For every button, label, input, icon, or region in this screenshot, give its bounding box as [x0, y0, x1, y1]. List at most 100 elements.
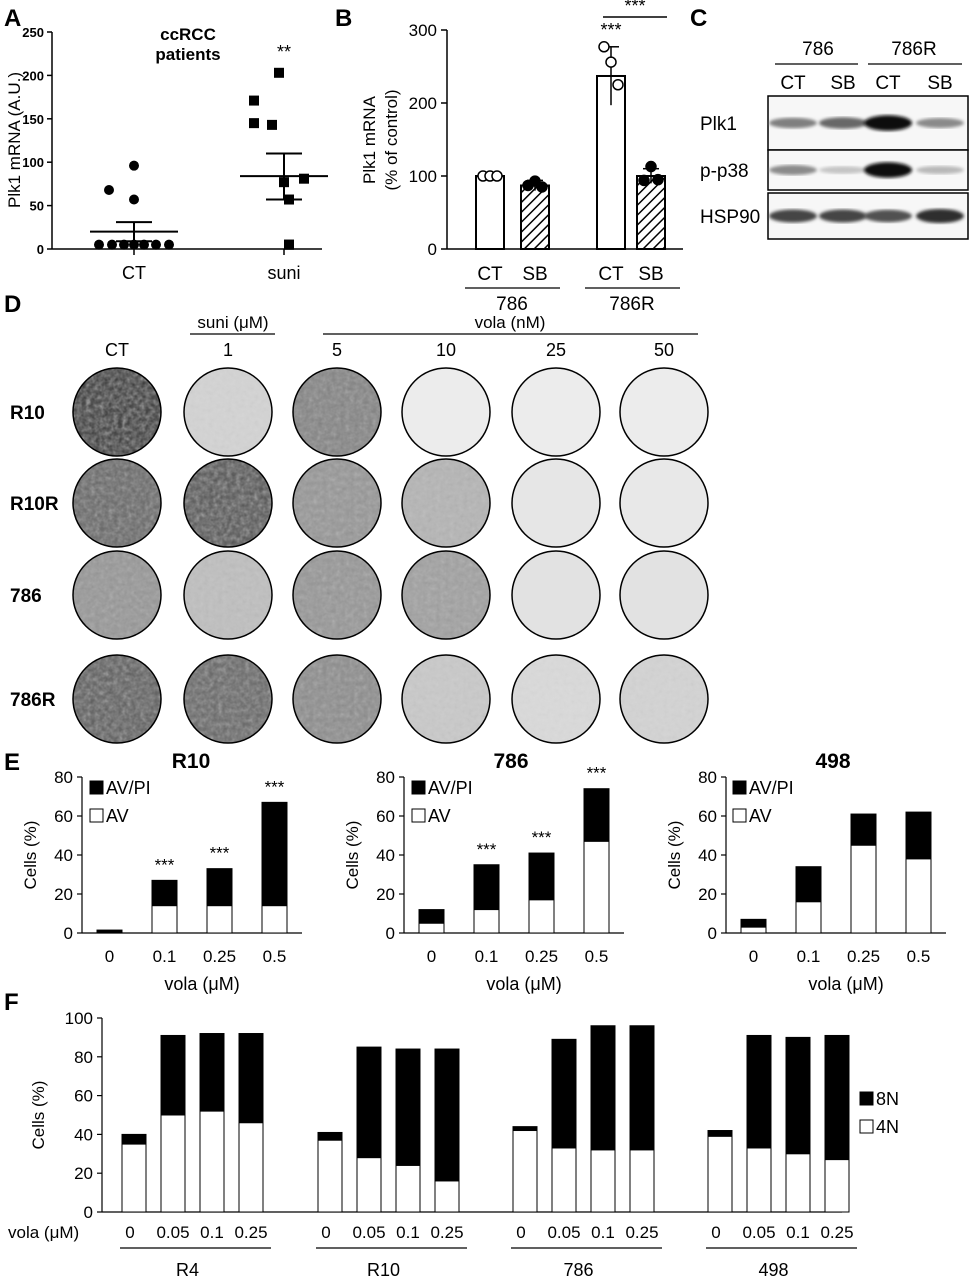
group-label: 498 — [758, 1260, 788, 1280]
colony-texture — [73, 551, 161, 639]
data-point — [94, 239, 104, 250]
blot-band — [769, 165, 817, 175]
x-tick-label: suni — [267, 263, 300, 283]
bar-av-pi — [261, 801, 288, 907]
y-tick-label: 100 — [22, 155, 44, 170]
x-axis-title: vola (μM) — [8, 1223, 79, 1242]
y-tick-label: 60 — [54, 807, 73, 826]
x-tick-label: 0.5 — [907, 947, 931, 966]
panel-letter-e: E — [4, 749, 20, 776]
x-tick-label: 0.1 — [200, 1223, 224, 1242]
blot-band — [916, 166, 964, 174]
y-tick-label: 60 — [74, 1087, 93, 1106]
bar-8n — [824, 1034, 850, 1161]
plate-rim — [619, 654, 709, 744]
legend-swatch — [732, 780, 747, 795]
colony-plate — [512, 459, 600, 547]
chart-title: patients — [155, 45, 220, 64]
bar-av-pi — [206, 868, 233, 907]
colony-texture — [184, 459, 272, 547]
y-axis-title: (% of control) — [382, 89, 401, 190]
data-point — [249, 118, 259, 129]
plate-rim — [72, 367, 162, 457]
legend-swatch — [859, 1119, 874, 1134]
bar-av-pi — [528, 852, 555, 901]
x-tick-label: 0 — [321, 1223, 330, 1242]
legend-swatch — [89, 808, 104, 823]
bar-8n — [395, 1048, 421, 1166]
y-axis-title: Cells (%) — [21, 821, 40, 890]
y-axis-title: Cells (%) — [343, 821, 362, 890]
bar-av — [473, 909, 500, 934]
panel-letter-d: D — [4, 291, 21, 318]
blot-band — [819, 166, 867, 174]
bar-av — [151, 905, 178, 934]
bar-8n — [238, 1033, 264, 1124]
lane-label: CT — [875, 73, 901, 94]
colony-texture — [73, 459, 161, 547]
bar-4n — [551, 1147, 577, 1213]
bar-8n — [121, 1133, 147, 1145]
legend-swatch — [411, 780, 426, 795]
x-tick-label: 0.1 — [786, 1223, 810, 1242]
bar-4n — [121, 1143, 147, 1213]
bar-4n — [317, 1139, 343, 1213]
legend-label: 4N — [876, 1117, 899, 1137]
bar-4n — [160, 1114, 186, 1213]
bar-av-pi — [740, 918, 767, 928]
blot-band — [916, 209, 964, 223]
condition-label: 50 — [654, 340, 674, 360]
treatment-label: vola (nM) — [475, 313, 546, 332]
colony-plate — [620, 368, 708, 456]
bar-8n — [356, 1046, 382, 1159]
bar-8n — [590, 1025, 616, 1151]
plate-rim — [72, 654, 162, 744]
plate-rim — [183, 458, 273, 548]
significance-stars: *** — [587, 764, 607, 783]
subplot-title: 498 — [815, 750, 850, 773]
data-point — [612, 79, 624, 91]
bar-8n — [551, 1038, 577, 1149]
panel-c-western-blot: 786 786R CT SB CT SB Plk1 p-p38 HSP90 — [700, 39, 969, 240]
data-point — [645, 160, 657, 173]
cell-line-label: 786 — [802, 39, 834, 60]
plate-rim — [511, 367, 601, 457]
panel-letter-f: F — [4, 989, 19, 1016]
plate-rim — [511, 550, 601, 640]
y-tick-label: 60 — [376, 807, 395, 826]
plate-rim — [401, 654, 491, 744]
bar — [636, 175, 666, 250]
condition-label: 1 — [223, 340, 233, 360]
legend-label: AV — [428, 806, 451, 826]
colony-texture — [73, 655, 161, 743]
x-tick-label: 0.25 — [203, 947, 236, 966]
colony-texture — [402, 655, 490, 743]
y-tick-label: 0 — [64, 924, 73, 943]
x-axis-title: vola (μM) — [486, 974, 561, 994]
x-tick-label: 0.05 — [156, 1223, 189, 1242]
plate-rim — [292, 550, 382, 640]
y-tick-label: 80 — [54, 768, 73, 787]
bar-4n — [629, 1149, 655, 1213]
colony-plate — [402, 368, 490, 456]
legend-label: AV — [749, 806, 772, 826]
panel-letter-c: C — [690, 5, 707, 32]
plate-rim — [619, 550, 709, 640]
colony-texture — [184, 368, 272, 456]
bar-4n — [746, 1147, 772, 1213]
lane-label: CT — [780, 73, 806, 94]
x-tick-label: 0 — [105, 947, 114, 966]
y-tick-label: 100 — [409, 167, 437, 186]
x-tick-label: CT — [122, 263, 146, 283]
data-point — [129, 160, 139, 171]
y-tick-label: 0 — [708, 924, 717, 943]
plate-rim — [511, 654, 601, 744]
data-point — [284, 239, 294, 250]
data-point — [274, 67, 284, 78]
panel-e-apoptosis-charts: R10 0 20 40 60 80 Cells (%) 0 0.1 *** 0.25 *** 0.5 **… — [21, 750, 946, 994]
panel-b-bar-chart: 0 100 200 300 Plk1 mRNA (% of control) CT SB CT S… — [360, 0, 683, 315]
row-label: R10R — [10, 494, 59, 515]
x-tick-label: SB — [522, 264, 547, 285]
plate-rim — [401, 367, 491, 457]
